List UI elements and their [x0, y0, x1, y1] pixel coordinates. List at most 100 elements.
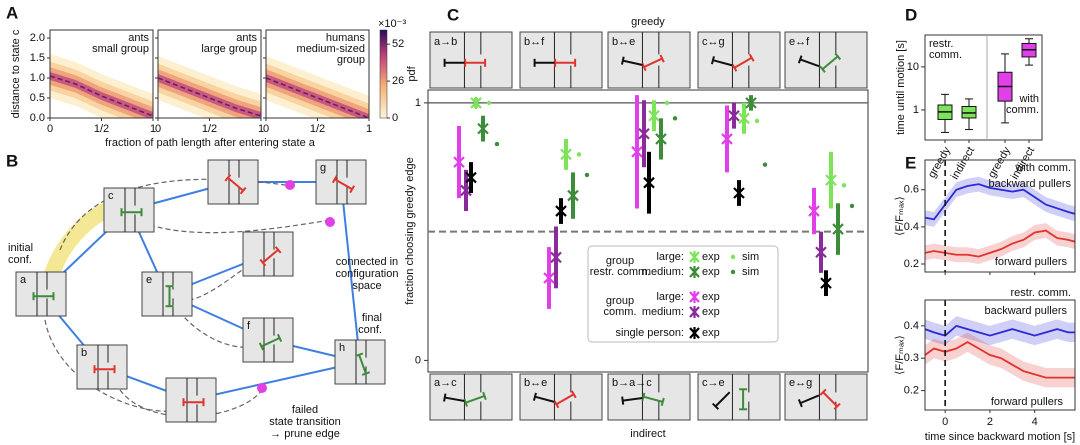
x-axis-label: fraction of path length after entering s… [105, 137, 316, 149]
load-cap [259, 258, 267, 267]
line [925, 229, 1075, 258]
load-bar [799, 394, 820, 405]
frame [924, 299, 1076, 411]
y-tick-label: 0.4 [904, 221, 919, 233]
legend-size: medium: [642, 266, 684, 278]
panel-label: B [6, 151, 18, 170]
y-tick-label: 0.2 [904, 258, 919, 270]
load-bar [465, 394, 485, 404]
y-axis-label: distance to state c [10, 29, 22, 118]
sim-dot [849, 203, 855, 209]
load [620, 56, 643, 66]
node-label: h [339, 342, 345, 354]
y-tick-label: 0 [415, 354, 421, 366]
exp-marker [721, 132, 733, 145]
text-line: comm. [1006, 104, 1039, 116]
load-cap [660, 397, 665, 407]
sim-dot [762, 162, 768, 167]
text-line: connected in [336, 256, 398, 268]
load-cap [819, 65, 826, 73]
legend-x [689, 306, 700, 318]
text-line: restr. [929, 38, 953, 50]
exp-marker [648, 109, 660, 122]
config-box [784, 31, 868, 89]
load [259, 246, 282, 267]
exp-marker [631, 145, 643, 158]
y-tick-label: 1.0 [30, 72, 45, 84]
failed-dot [285, 180, 295, 190]
sim-dot [584, 172, 590, 178]
load-bar [555, 393, 575, 406]
load [354, 352, 371, 376]
legend-size: medium: [642, 306, 684, 318]
load-cap [258, 342, 265, 351]
load [739, 388, 748, 411]
load-bar [534, 395, 555, 403]
text-line: comm. [929, 49, 962, 61]
exp-marker [825, 174, 837, 187]
load [165, 285, 174, 308]
band [925, 332, 1075, 388]
x-tick-label: indirect [949, 145, 977, 182]
legend-name: exp [702, 327, 720, 339]
legend-name: exp [702, 306, 720, 318]
config-box [784, 373, 868, 421]
inset-label: a→b [434, 36, 457, 48]
exp-marker [567, 189, 579, 202]
load-bar [799, 58, 820, 68]
legend-name: exp [702, 266, 720, 278]
x-tick-label: 1 [258, 123, 264, 135]
config-box [697, 373, 781, 421]
exp-marker [655, 132, 667, 145]
sim-dot [486, 100, 492, 106]
exp-marker [643, 176, 655, 189]
series-label: backward pullers [988, 178, 1071, 190]
density-ridge [50, 75, 153, 117]
exp-marker [728, 109, 740, 122]
series-label: backward pullers [984, 305, 1067, 317]
load-cap [276, 333, 283, 343]
panel-label: E [905, 153, 916, 172]
load-bar [733, 56, 753, 69]
config-box [242, 317, 294, 363]
load [553, 390, 577, 409]
config-box [165, 377, 217, 423]
exp-marker [453, 156, 465, 169]
text-line: humans [326, 32, 366, 44]
load-cap [239, 186, 247, 195]
load [120, 208, 143, 217]
load [93, 365, 116, 374]
exp-marker [815, 246, 827, 259]
load-cap [482, 391, 487, 400]
colorbar-tick-label: 0 [392, 112, 398, 124]
config-box [15, 271, 67, 317]
load [819, 52, 842, 73]
load-cap [731, 63, 738, 72]
exp-marker [808, 205, 820, 218]
exp-marker [820, 277, 832, 290]
band [925, 316, 1075, 346]
text-line: group [337, 54, 365, 66]
text-line: space [352, 280, 381, 292]
load-bar [643, 57, 663, 68]
sim-dot [841, 183, 847, 188]
node-label: e [146, 274, 152, 286]
load-cap [274, 246, 282, 254]
y-tick-label: 0.3 [904, 352, 919, 364]
load-bar [622, 59, 643, 66]
load-bar [643, 395, 664, 403]
panel-label: C [447, 5, 459, 24]
config-box [519, 373, 603, 421]
x-tick-label: 0 [47, 123, 53, 135]
load-cap [797, 55, 803, 64]
legend-name: exp [702, 251, 720, 263]
y-tick-label: 0.4 [904, 320, 919, 332]
load [641, 392, 665, 407]
x-tick-label: 0 [155, 123, 161, 135]
load-bar [822, 391, 838, 408]
load [32, 292, 55, 301]
text-line: state transition [269, 416, 341, 428]
exp-marker [477, 122, 489, 135]
text-line: group [606, 255, 634, 267]
legend-x [689, 327, 700, 339]
